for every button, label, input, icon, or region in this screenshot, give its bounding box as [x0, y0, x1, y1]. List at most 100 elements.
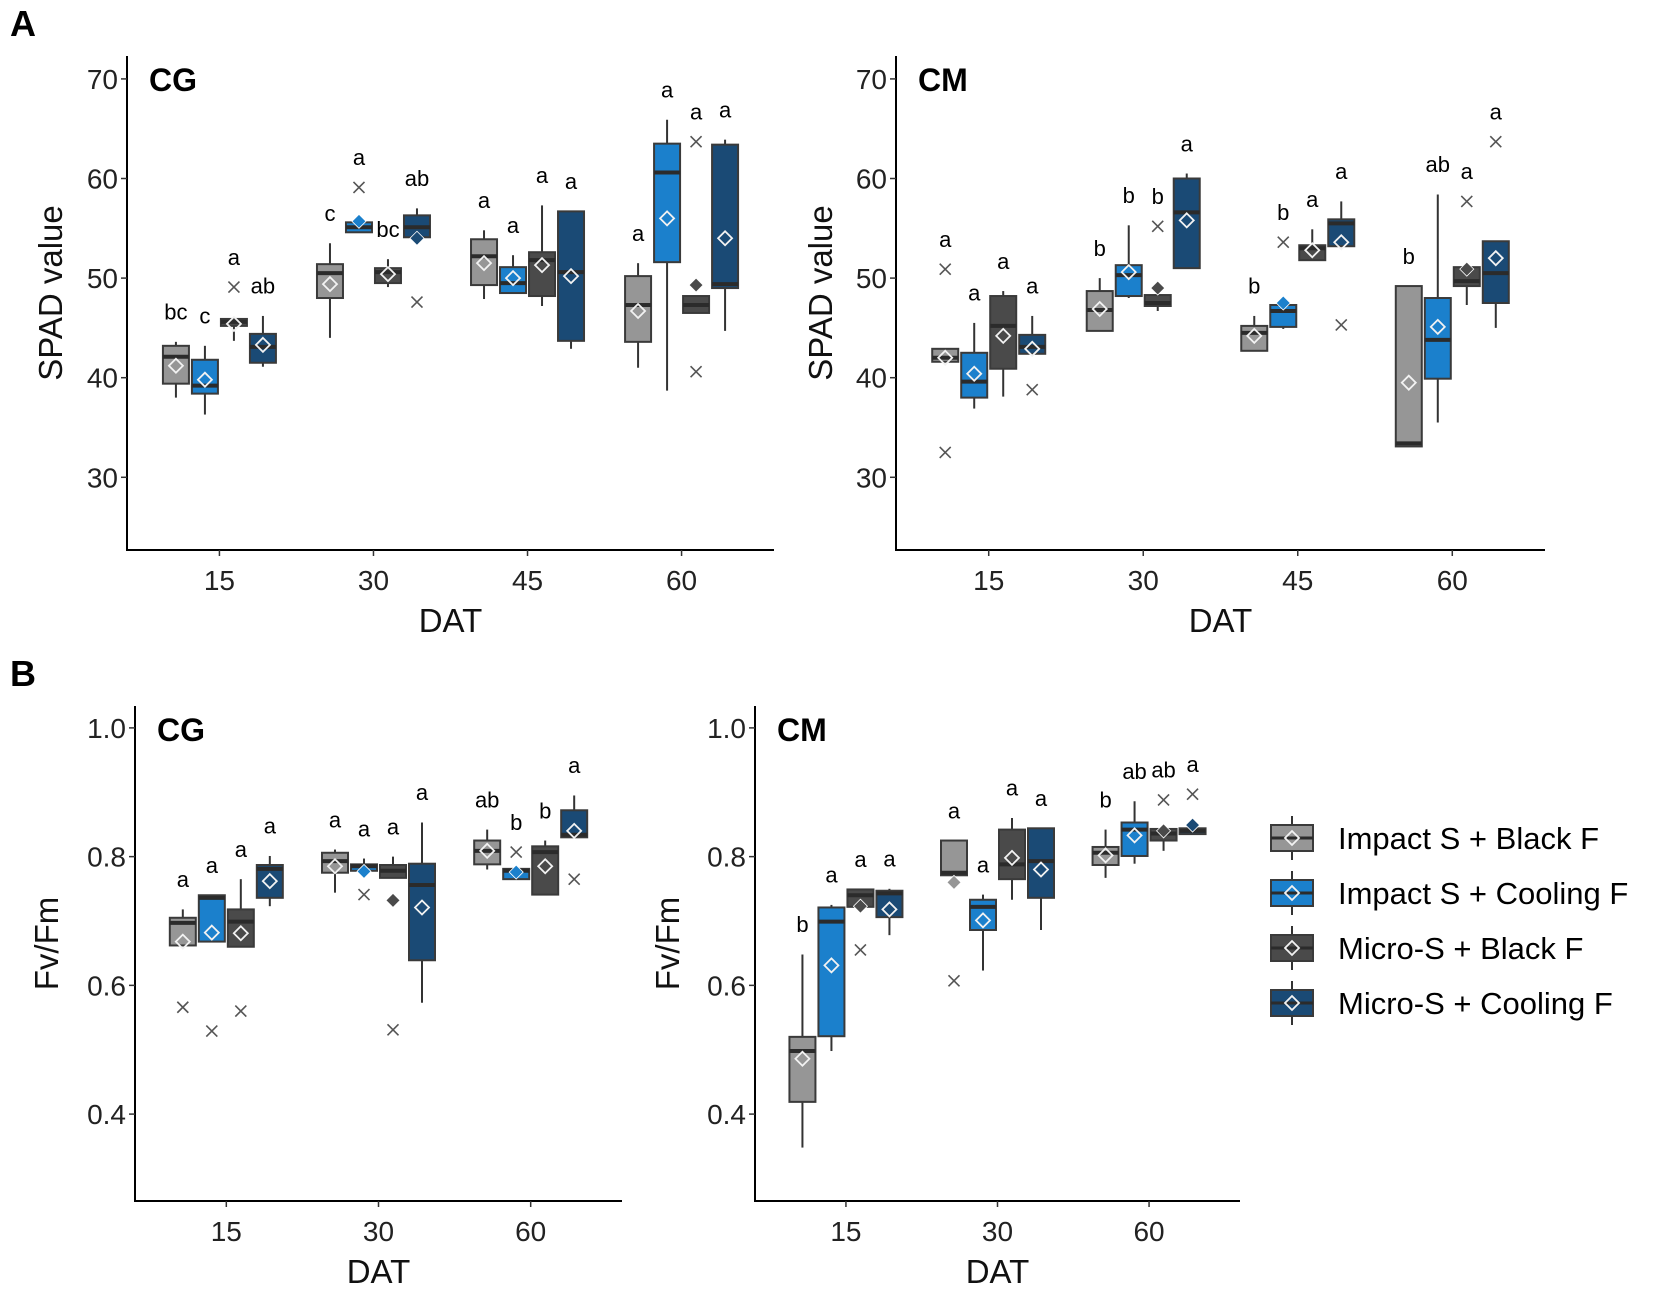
- significance-letter: a: [661, 78, 674, 103]
- box-plot: a: [711, 97, 740, 331]
- significance-letter: a: [1335, 159, 1348, 184]
- box: [531, 845, 560, 896]
- series-3: aab: [226, 798, 560, 1036]
- significance-letter: a: [507, 213, 520, 238]
- box-plot: a: [560, 753, 589, 886]
- x-point-marker: [1151, 220, 1164, 233]
- box-plot: a: [1298, 187, 1327, 262]
- x-point-marker: [939, 263, 952, 276]
- box-plot: bc: [161, 300, 190, 398]
- mean-marker: [1091, 300, 1109, 318]
- box: [960, 351, 989, 399]
- panel-title: CG: [149, 62, 197, 98]
- x-point-marker: [386, 1023, 400, 1036]
- mean-marker: [1023, 340, 1041, 358]
- x-point-marker: [357, 888, 371, 901]
- significance-letter: a: [329, 807, 342, 832]
- mean-marker: [232, 924, 250, 942]
- x-point-marker: [568, 873, 581, 886]
- significance-letter: a: [353, 145, 366, 170]
- box-plot: a: [344, 145, 373, 234]
- significance-letter: b: [539, 798, 551, 823]
- y-tick-label: 40: [87, 363, 118, 394]
- x-tick-label: 30: [358, 565, 389, 596]
- box-plot: ab: [402, 166, 431, 309]
- mean-marker: [1245, 327, 1263, 345]
- significance-letter: a: [478, 188, 491, 213]
- box-plot: b: [1114, 183, 1143, 299]
- mean-marker: [475, 254, 493, 272]
- mean-marker: [326, 858, 344, 875]
- mean-marker: [965, 365, 983, 382]
- box-plot: ab: [473, 787, 502, 870]
- x-tick-label: 30: [1128, 565, 1159, 596]
- significance-letter: a: [1181, 131, 1194, 156]
- mean-marker: [1126, 827, 1143, 844]
- mean-marker: [478, 842, 496, 860]
- box-plot: a: [1027, 786, 1055, 931]
- mean-marker-filled: [1459, 261, 1475, 277]
- significance-letter: a: [1490, 99, 1503, 124]
- significance-letter: a: [1306, 187, 1319, 212]
- box-plot: a: [408, 780, 436, 1003]
- box-plot: a: [168, 867, 197, 1014]
- y-tick-label: 40: [856, 363, 887, 394]
- x-point-marker: [690, 365, 703, 378]
- mean-marker-filled: [1275, 295, 1291, 311]
- mean-marker: [174, 933, 192, 950]
- box-plot: a: [1481, 99, 1510, 328]
- y-tick-label: 0.4: [707, 1099, 746, 1130]
- mean-marker-filled: [688, 277, 704, 293]
- y-tick-label: 70: [87, 64, 118, 95]
- box-plot: a: [499, 213, 528, 295]
- box: [408, 862, 436, 962]
- legend-label: Micro-S + Black F: [1338, 931, 1583, 966]
- y-tick-label: 60: [856, 164, 887, 195]
- significance-letter: bc: [376, 217, 399, 242]
- mean-marker: [533, 256, 551, 274]
- mean-marker: [379, 265, 397, 283]
- box-plot: ab: [1423, 152, 1452, 423]
- x-axis-title: DAT: [1189, 602, 1253, 639]
- box-plot: a: [379, 814, 407, 1036]
- mean-marker: [225, 315, 243, 333]
- x-point-marker: [176, 1001, 189, 1014]
- significance-letter: a: [264, 814, 277, 839]
- y-axis-title: Fv/Fm: [28, 897, 65, 990]
- legend-label: Impact S + Cooling F: [1338, 876, 1628, 911]
- y-tick-label: 0.8: [87, 842, 126, 873]
- significance-letter: a: [1026, 274, 1039, 299]
- significance-letter: a: [1035, 786, 1048, 811]
- significance-letter: b: [1152, 184, 1164, 209]
- box-plot: c: [190, 304, 219, 415]
- x-point-marker: [1157, 793, 1170, 807]
- y-axis-title: SPAD value: [32, 205, 69, 380]
- mean-marker-filled: [1184, 817, 1201, 833]
- significance-letter: a: [358, 816, 371, 841]
- x-point-marker: [1277, 236, 1290, 249]
- significance-letter: b: [510, 810, 522, 835]
- series-1: a b b b: [931, 227, 1423, 459]
- mean-marker: [536, 858, 554, 875]
- x-point-marker: [1489, 135, 1502, 148]
- x-axis-title: DAT: [966, 1253, 1030, 1290]
- y-axis-title: Fv/Fm: [649, 897, 686, 990]
- box-plot: b: [1085, 236, 1114, 332]
- mean-marker: [1303, 241, 1321, 259]
- significance-letter: a: [1461, 159, 1474, 184]
- series-1: ba b: [788, 787, 1120, 1148]
- legend-item: Micro-S + Black F: [1270, 926, 1583, 970]
- mean-marker: [1178, 212, 1196, 229]
- significance-letter: a: [854, 847, 867, 872]
- significance-letter: bc: [164, 300, 187, 325]
- mean-marker: [794, 1050, 811, 1068]
- box: [653, 142, 682, 264]
- mean-marker: [1400, 374, 1418, 391]
- panel-title: CM: [777, 712, 827, 748]
- x-point-marker: [1335, 318, 1348, 331]
